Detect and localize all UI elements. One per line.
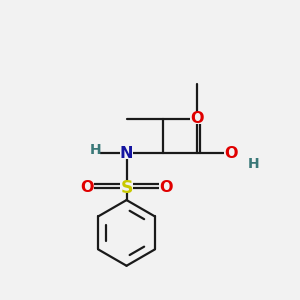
- FancyBboxPatch shape: [120, 148, 134, 159]
- Text: O: O: [159, 180, 172, 195]
- FancyBboxPatch shape: [80, 182, 94, 193]
- Text: O: O: [190, 111, 204, 126]
- FancyBboxPatch shape: [248, 160, 258, 168]
- Text: H: H: [248, 157, 259, 171]
- Text: O: O: [81, 180, 94, 195]
- Text: H: H: [89, 143, 101, 157]
- FancyBboxPatch shape: [190, 113, 204, 124]
- FancyBboxPatch shape: [159, 182, 172, 193]
- FancyBboxPatch shape: [120, 182, 134, 193]
- Text: S: S: [120, 178, 133, 196]
- FancyBboxPatch shape: [90, 149, 100, 157]
- Text: N: N: [120, 146, 133, 160]
- Text: O: O: [225, 146, 238, 160]
- FancyBboxPatch shape: [224, 148, 238, 159]
